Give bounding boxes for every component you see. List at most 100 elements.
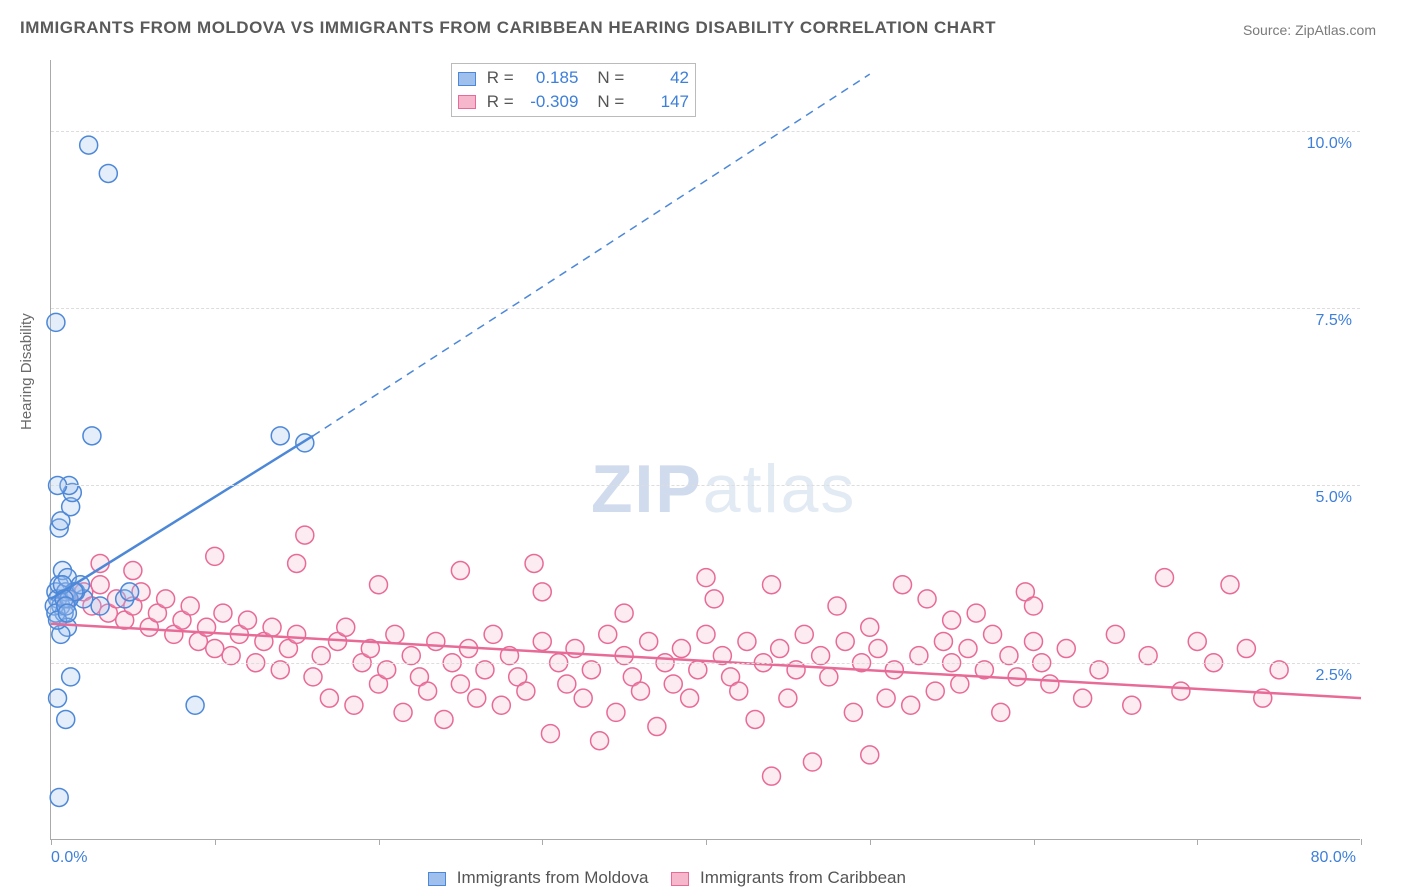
y-axis-label: Hearing Disability: [18, 313, 35, 430]
scatter-point: [427, 632, 445, 650]
y-tick-label: 10.0%: [1307, 135, 1352, 153]
scatter-point: [877, 689, 895, 707]
scatter-point: [820, 668, 838, 686]
scatter-point: [1025, 597, 1043, 615]
scatter-point: [468, 689, 486, 707]
gridline-h: [51, 663, 1360, 664]
scatter-point: [99, 164, 117, 182]
scatter-point: [697, 569, 715, 587]
scatter-point: [1237, 640, 1255, 658]
scatter-point: [918, 590, 936, 608]
scatter-point: [1057, 640, 1075, 658]
scatter-point: [648, 718, 666, 736]
x-tick-label: 0.0%: [51, 849, 87, 867]
scatter-point: [558, 675, 576, 693]
scatter-point: [517, 682, 535, 700]
scatter-point: [121, 583, 139, 601]
scatter-point: [451, 562, 469, 580]
scatter-point: [181, 597, 199, 615]
scatter-point: [861, 618, 879, 636]
scatter-point: [206, 640, 224, 658]
x-tick-label: 80.0%: [1311, 849, 1356, 867]
scatter-point: [836, 632, 854, 650]
scatter-point: [607, 703, 625, 721]
legend-label-b: Immigrants from Caribbean: [700, 868, 906, 887]
scatter-point: [746, 710, 764, 728]
scatter-point: [541, 725, 559, 743]
scatter-point: [640, 632, 658, 650]
scatter-point: [124, 562, 142, 580]
source-name: ZipAtlas.com: [1295, 22, 1376, 38]
scatter-point: [1008, 668, 1026, 686]
scatter-point: [214, 604, 232, 622]
scatter-point: [672, 640, 690, 658]
scatter-point: [681, 689, 699, 707]
x-tick: [379, 839, 380, 845]
scatter-point: [615, 604, 633, 622]
scatter-point: [795, 625, 813, 643]
scatter-point: [83, 427, 101, 445]
scatter-point: [959, 640, 977, 658]
scatter-point: [345, 696, 363, 714]
legend-swatch-b: [671, 872, 689, 886]
scatter-point: [738, 632, 756, 650]
scatter-point: [492, 696, 510, 714]
scatter-point: [771, 640, 789, 658]
x-tick: [1034, 839, 1035, 845]
scatter-point: [763, 576, 781, 594]
scatter-point: [591, 732, 609, 750]
scatter-point: [599, 625, 617, 643]
x-tick: [215, 839, 216, 845]
scatter-point: [533, 583, 551, 601]
scatter-point: [50, 788, 68, 806]
scatter-point: [992, 703, 1010, 721]
x-tick: [870, 839, 871, 845]
scatter-point: [80, 136, 98, 154]
scatter-point: [47, 313, 65, 331]
scatter-point: [1156, 569, 1174, 587]
scatter-point: [451, 675, 469, 693]
scatter-point: [435, 710, 453, 728]
scatter-point: [157, 590, 175, 608]
scatter-point: [49, 689, 67, 707]
gridline-h: [51, 131, 1360, 132]
scatter-point: [984, 625, 1002, 643]
scatter-point: [869, 640, 887, 658]
scatter-point: [337, 618, 355, 636]
scatter-point: [296, 526, 314, 544]
scatter-point: [186, 696, 204, 714]
x-tick: [51, 839, 52, 845]
scatter-point: [943, 611, 961, 629]
scatter-point: [705, 590, 723, 608]
scatter-point: [763, 767, 781, 785]
scatter-point: [288, 554, 306, 572]
scatter-point: [934, 632, 952, 650]
scatter-point: [967, 604, 985, 622]
legend-swatch-a: [428, 872, 446, 886]
scatter-point: [386, 625, 404, 643]
scatter-point: [533, 632, 551, 650]
scatter-point: [632, 682, 650, 700]
x-tick: [1361, 839, 1362, 845]
scatter-point: [271, 427, 289, 445]
x-tick: [542, 839, 543, 845]
scatter-point: [894, 576, 912, 594]
scatter-point: [1106, 625, 1124, 643]
scatter-point: [91, 576, 109, 594]
scatter-point: [574, 689, 592, 707]
scatter-point: [91, 597, 109, 615]
scatter-point: [861, 746, 879, 764]
scatter-point: [288, 625, 306, 643]
y-tick-label: 2.5%: [1316, 667, 1352, 685]
scatter-point: [320, 689, 338, 707]
trend-line-a-solid: [51, 436, 313, 599]
gridline-h: [51, 308, 1360, 309]
scatter-point: [394, 703, 412, 721]
scatter-point: [1041, 675, 1059, 693]
scatter-point: [484, 625, 502, 643]
scatter-point: [62, 668, 80, 686]
x-tick: [1197, 839, 1198, 845]
legend-label-a: Immigrants from Moldova: [457, 868, 649, 887]
scatter-point: [1025, 632, 1043, 650]
scatter-point: [803, 753, 821, 771]
